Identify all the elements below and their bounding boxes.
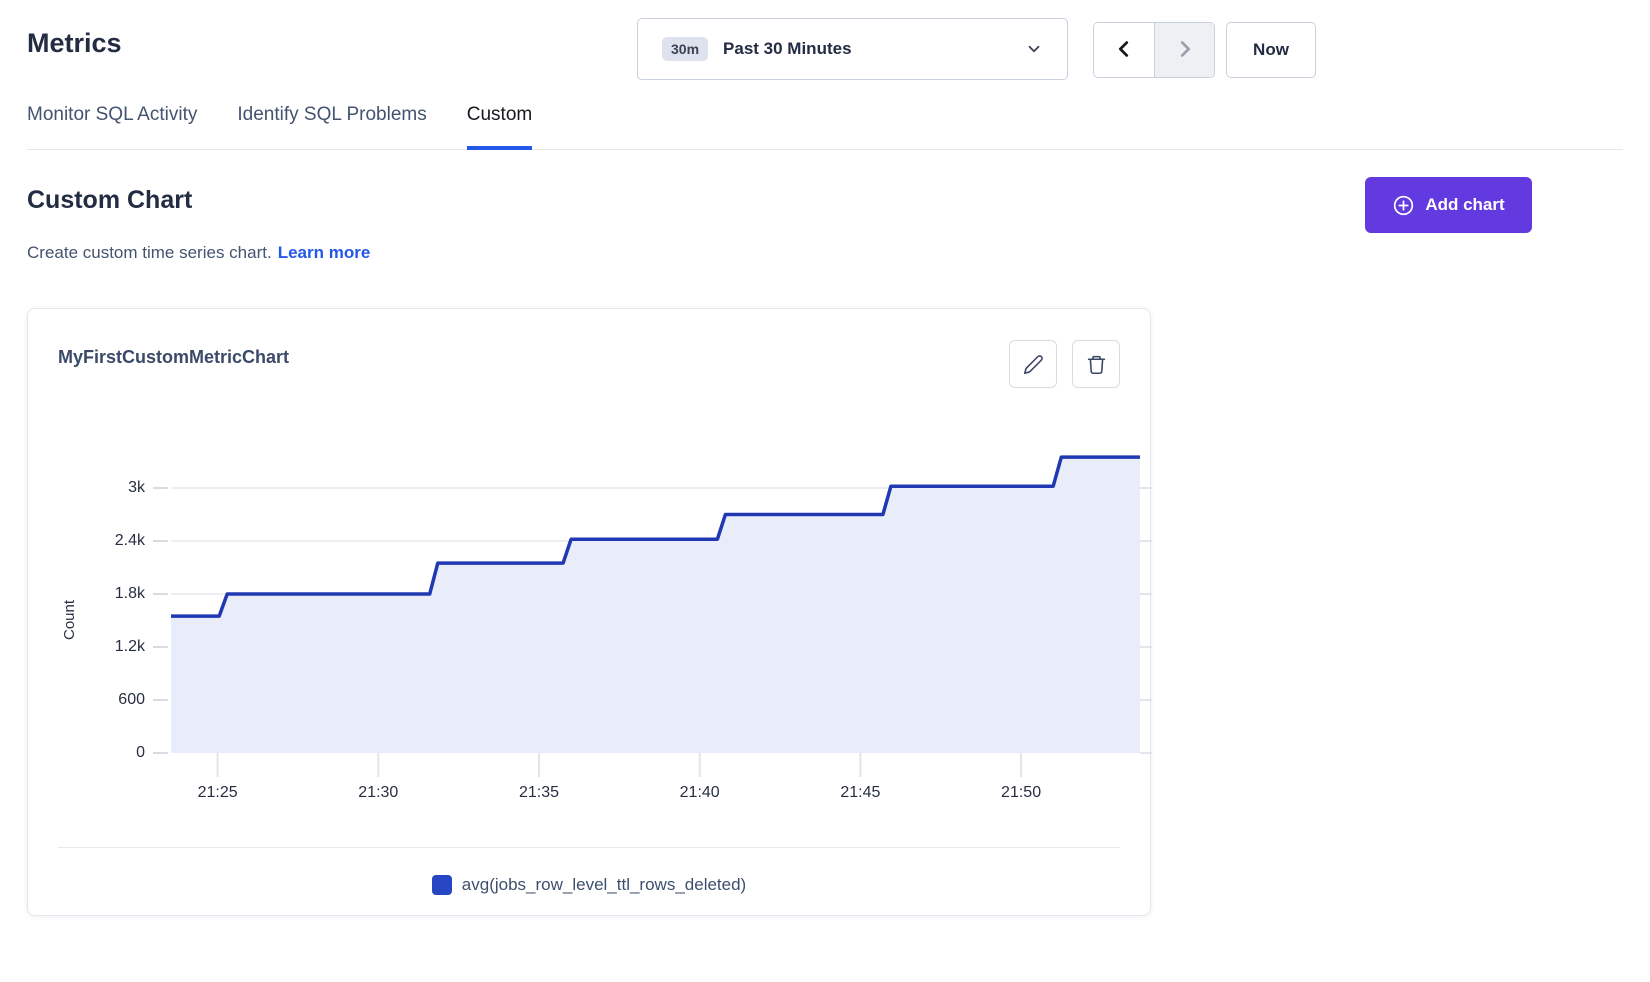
- y-tick-label: 3k: [128, 479, 146, 496]
- section-subtitle: Create custom time series chart. Learn mo…: [27, 243, 370, 263]
- trash-icon: [1086, 354, 1107, 375]
- x-tick-label: 21:40: [680, 784, 720, 801]
- plus-circle-icon: [1392, 194, 1415, 217]
- legend-divider: [58, 847, 1120, 848]
- custom-chart-plot[interactable]: 0 600 1.2k 1.8k 2.4k 3k 21:25 21:30 21:35 21:40 21…: [28, 421, 1152, 805]
- tab-custom[interactable]: Custom: [466, 104, 533, 150]
- add-chart-label: Add chart: [1425, 195, 1505, 214]
- add-chart-button[interactable]: Add chart: [1365, 177, 1532, 233]
- chart-legend: avg(jobs_row_level_ttl_rows_deleted): [28, 869, 1150, 901]
- x-tick-label: 21:50: [1001, 784, 1041, 801]
- x-tick-label: 21:30: [358, 784, 398, 801]
- x-tick-label: 21:45: [840, 784, 880, 801]
- time-range-badge: 30m: [662, 37, 709, 61]
- edit-chart-button[interactable]: [1009, 340, 1057, 388]
- series-area: [171, 457, 1140, 753]
- chevron-right-icon: [1174, 38, 1196, 63]
- legend-swatch: [431, 875, 452, 895]
- tab-identify-sql-problems[interactable]: Identify SQL Problems: [237, 104, 426, 149]
- page-title: Metrics: [27, 28, 122, 58]
- time-range-dropdown[interactable]: 30m Past 30 Minutes: [637, 18, 1068, 80]
- y-tick-label: 2.4k: [115, 532, 146, 549]
- time-nav-group: [1093, 22, 1215, 78]
- chevron-down-icon: [1025, 40, 1043, 58]
- pencil-icon: [1023, 354, 1044, 375]
- metrics-tabs: Monitor SQL Activity Identify SQL Problem…: [27, 104, 1623, 150]
- series-line: [171, 455, 1140, 618]
- y-axis-title: Count: [61, 599, 78, 640]
- learn-more-link[interactable]: Learn more: [277, 243, 371, 262]
- y-tick-label: 1.8k: [115, 585, 146, 602]
- section-title: Custom Chart: [27, 186, 193, 214]
- chevron-left-icon: [1113, 38, 1135, 63]
- custom-chart-card: MyFirstCustomMetricChart 0 600 1.2k 1.8k 2.4…: [27, 308, 1152, 916]
- now-button[interactable]: Now: [1226, 22, 1316, 78]
- next-time-button: [1154, 23, 1214, 77]
- delete-chart-button[interactable]: [1072, 340, 1120, 388]
- time-range-label: Past 30 Minutes: [723, 39, 852, 58]
- x-tick-label: 21:35: [519, 784, 559, 801]
- previous-time-button[interactable]: [1094, 23, 1154, 77]
- chart-title: MyFirstCustomMetricChart: [58, 347, 290, 367]
- y-tick-label: 1.2k: [115, 638, 146, 655]
- y-tick-label: 600: [118, 691, 145, 708]
- subtitle-text: Create custom time series chart.: [27, 243, 272, 262]
- y-tick-label: 0: [136, 744, 145, 761]
- tab-monitor-sql-activity[interactable]: Monitor SQL Activity: [27, 104, 197, 149]
- legend-label: avg(jobs_row_level_ttl_rows_deleted): [461, 875, 747, 894]
- x-tick-label: 21:25: [198, 784, 238, 801]
